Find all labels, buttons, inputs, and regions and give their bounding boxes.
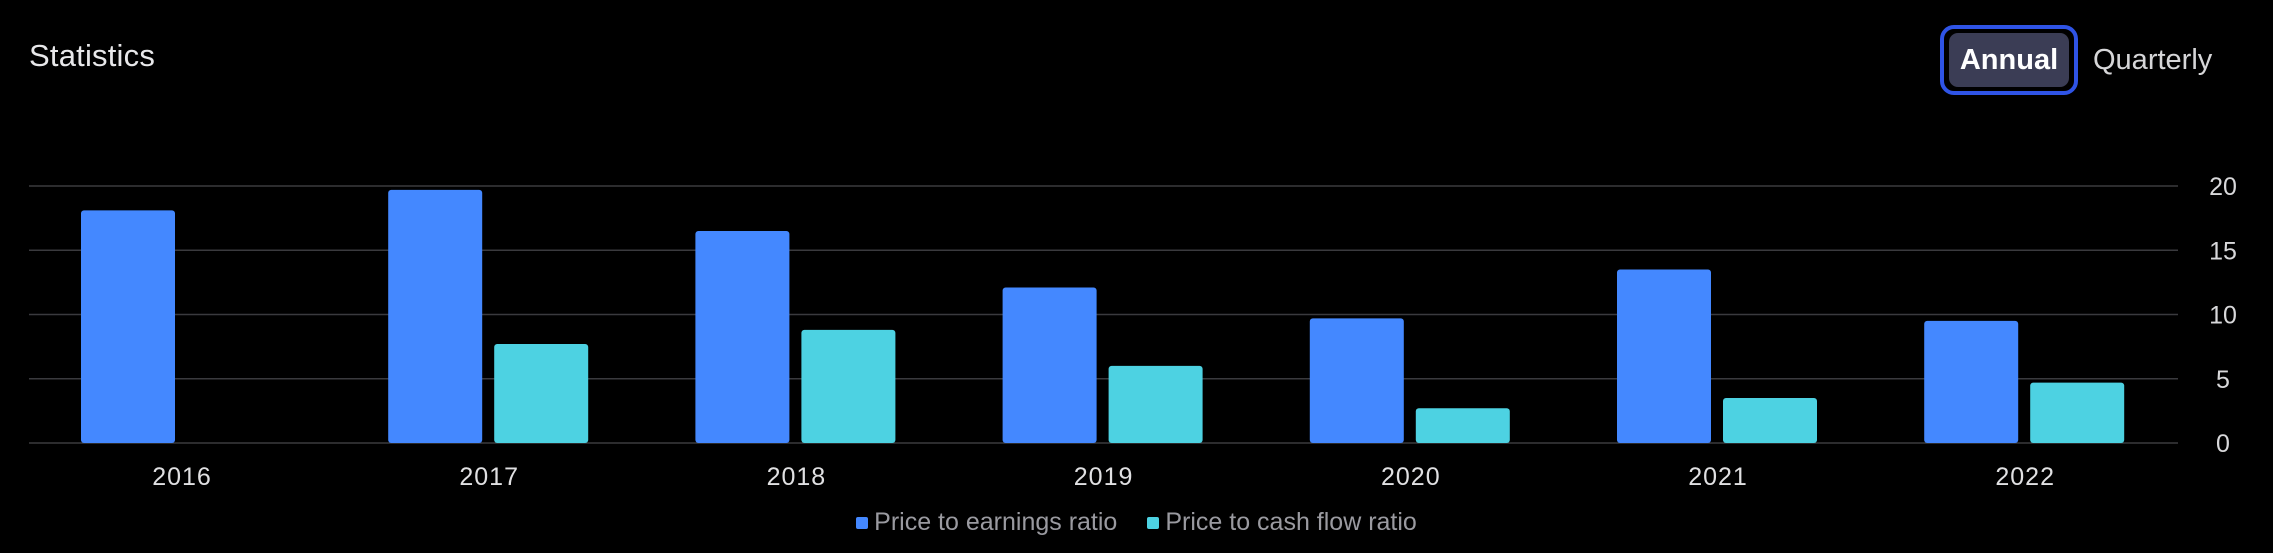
legend-item-pcf: Price to cash flow ratio	[1147, 508, 1417, 537]
x-tick-label: 2016	[152, 463, 212, 491]
bar-chart: 0 5 10 15 20 2016 2017 2018 2019 2020 2021 2022	[29, 173, 2237, 491]
x-tick-label: 2019	[1074, 463, 1134, 491]
bar-pe	[1617, 269, 1711, 443]
bar-pe	[1309, 318, 1404, 443]
bar-pcf	[1415, 408, 1510, 443]
annual-toggle-label: Annual	[1949, 33, 2069, 87]
bar-pcf	[2030, 382, 2125, 443]
y-tick-label: 0	[2216, 430, 2230, 458]
x-tick-label: 2018	[767, 463, 827, 491]
legend-label-pcf: Price to cash flow ratio	[1165, 508, 1417, 536]
chart-title: Statistics	[29, 38, 156, 73]
bar-pcf	[1723, 398, 1817, 443]
legend-label-pe: Price to earnings ratio	[874, 508, 1118, 536]
legend-item-pe: Price to earnings ratio	[856, 508, 1117, 537]
bar-pcf	[1108, 365, 1203, 443]
bar-pe	[388, 189, 483, 443]
legend-swatch-pe	[856, 516, 869, 529]
annual-toggle-button[interactable]: Annual	[1940, 25, 2078, 95]
y-tick-label: 10	[2209, 302, 2237, 330]
y-tick-label: 5	[2216, 366, 2230, 394]
bar-pe	[695, 230, 790, 443]
bar-pcf	[801, 329, 896, 443]
x-tick-label: 2020	[1381, 463, 1441, 491]
quarterly-toggle-button[interactable]: Quarterly	[2093, 43, 2213, 76]
chart-legend: Price to earnings ratio Price to cash fl…	[0, 508, 2273, 537]
bar-pe	[81, 210, 175, 443]
x-tick-label: 2021	[1688, 463, 1748, 491]
x-tick-label: 2022	[1995, 463, 2055, 491]
y-tick-label: 20	[2209, 173, 2237, 201]
x-tick-label: 2017	[459, 463, 519, 491]
bar-pcf	[494, 344, 589, 443]
bar-pe	[1924, 320, 2019, 443]
y-tick-label: 15	[2209, 237, 2237, 265]
legend-swatch-pcf	[1147, 516, 1160, 529]
bar-pe	[1002, 287, 1097, 443]
